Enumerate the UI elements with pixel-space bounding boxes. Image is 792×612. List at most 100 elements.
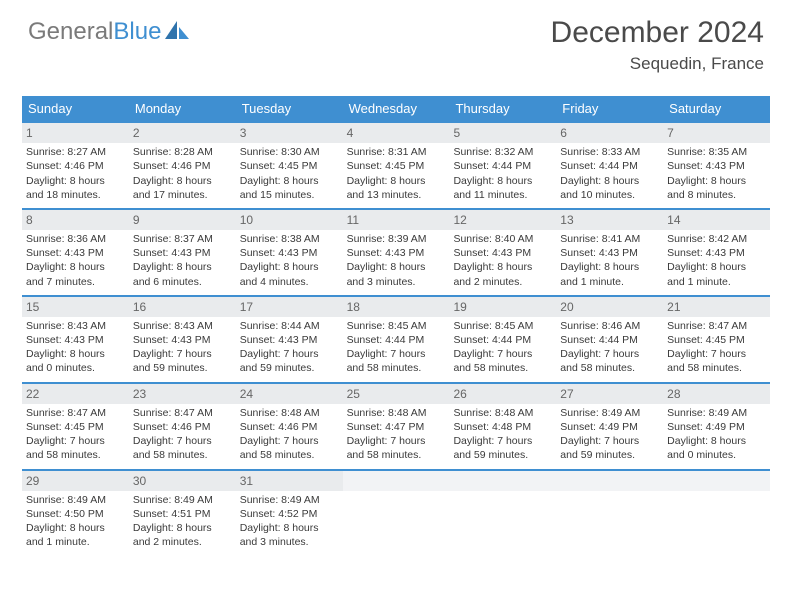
week-row: 15Sunrise: 8:43 AMSunset: 4:43 PMDayligh…: [22, 295, 770, 382]
day-number: 4: [343, 123, 450, 143]
daylight-line2: and 1 minute.: [26, 535, 125, 549]
daylight-line2: and 58 minutes.: [240, 448, 339, 462]
day-number: 21: [663, 297, 770, 317]
calendar-cell: 21Sunrise: 8:47 AMSunset: 4:45 PMDayligh…: [663, 297, 770, 382]
calendar-cell: 28Sunrise: 8:49 AMSunset: 4:49 PMDayligh…: [663, 384, 770, 469]
daylight-line2: and 11 minutes.: [453, 188, 552, 202]
sunrise-text: Sunrise: 8:49 AM: [26, 493, 125, 507]
sunset-text: Sunset: 4:45 PM: [667, 333, 766, 347]
daylight-line1: Daylight: 8 hours: [240, 260, 339, 274]
calendar-cell: 19Sunrise: 8:45 AMSunset: 4:44 PMDayligh…: [449, 297, 556, 382]
daylight-line1: Daylight: 7 hours: [26, 434, 125, 448]
daylight-line2: and 1 minute.: [667, 275, 766, 289]
calendar-cell-empty: [449, 471, 556, 556]
daylight-line1: Daylight: 8 hours: [133, 260, 232, 274]
daylight-line1: Daylight: 7 hours: [560, 347, 659, 361]
calendar-cell-empty: [663, 471, 770, 556]
day-number: 10: [236, 210, 343, 230]
daylight-line2: and 58 minutes.: [133, 448, 232, 462]
daylight-line1: Daylight: 8 hours: [133, 174, 232, 188]
day-number: 31: [236, 471, 343, 491]
week-row: 1Sunrise: 8:27 AMSunset: 4:46 PMDaylight…: [22, 121, 770, 208]
calendar-cell: 15Sunrise: 8:43 AMSunset: 4:43 PMDayligh…: [22, 297, 129, 382]
sunset-text: Sunset: 4:52 PM: [240, 507, 339, 521]
calendar-cell: 30Sunrise: 8:49 AMSunset: 4:51 PMDayligh…: [129, 471, 236, 556]
calendar-cell: 20Sunrise: 8:46 AMSunset: 4:44 PMDayligh…: [556, 297, 663, 382]
sunrise-text: Sunrise: 8:33 AM: [560, 145, 659, 159]
day-number: 26: [449, 384, 556, 404]
sunset-text: Sunset: 4:46 PM: [133, 159, 232, 173]
calendar-cell: 10Sunrise: 8:38 AMSunset: 4:43 PMDayligh…: [236, 210, 343, 295]
day-number: 29: [22, 471, 129, 491]
page-title: December 2024: [551, 16, 764, 50]
daylight-line1: Daylight: 8 hours: [240, 521, 339, 535]
daylight-line2: and 2 minutes.: [133, 535, 232, 549]
day-number: 3: [236, 123, 343, 143]
calendar-cell: 18Sunrise: 8:45 AMSunset: 4:44 PMDayligh…: [343, 297, 450, 382]
sunrise-text: Sunrise: 8:44 AM: [240, 319, 339, 333]
daylight-line1: Daylight: 7 hours: [240, 347, 339, 361]
calendar-cell: 5Sunrise: 8:32 AMSunset: 4:44 PMDaylight…: [449, 123, 556, 208]
day-header: Tuesday: [236, 96, 343, 121]
daylight-line1: Daylight: 7 hours: [133, 434, 232, 448]
calendar-cell: 14Sunrise: 8:42 AMSunset: 4:43 PMDayligh…: [663, 210, 770, 295]
day-number: 20: [556, 297, 663, 317]
daylight-line1: Daylight: 8 hours: [26, 347, 125, 361]
logo-text-blue: Blue: [113, 18, 161, 45]
week-row: 22Sunrise: 8:47 AMSunset: 4:45 PMDayligh…: [22, 382, 770, 469]
daylight-line2: and 3 minutes.: [347, 275, 446, 289]
daylight-line1: Daylight: 7 hours: [347, 434, 446, 448]
sunset-text: Sunset: 4:44 PM: [453, 159, 552, 173]
sunset-text: Sunset: 4:43 PM: [560, 246, 659, 260]
daylight-line2: and 6 minutes.: [133, 275, 232, 289]
day-number: 27: [556, 384, 663, 404]
daylight-line2: and 59 minutes.: [560, 448, 659, 462]
daylight-line1: Daylight: 8 hours: [347, 174, 446, 188]
sunset-text: Sunset: 4:44 PM: [453, 333, 552, 347]
calendar-cell: 24Sunrise: 8:48 AMSunset: 4:46 PMDayligh…: [236, 384, 343, 469]
sunrise-text: Sunrise: 8:42 AM: [667, 232, 766, 246]
calendar-cell: 23Sunrise: 8:47 AMSunset: 4:46 PMDayligh…: [129, 384, 236, 469]
daylight-line2: and 10 minutes.: [560, 188, 659, 202]
day-number: 16: [129, 297, 236, 317]
day-number: 17: [236, 297, 343, 317]
daylight-line1: Daylight: 8 hours: [347, 260, 446, 274]
daylight-line2: and 58 minutes.: [453, 361, 552, 375]
sunrise-text: Sunrise: 8:39 AM: [347, 232, 446, 246]
calendar-cell: 2Sunrise: 8:28 AMSunset: 4:46 PMDaylight…: [129, 123, 236, 208]
sunset-text: Sunset: 4:46 PM: [133, 420, 232, 434]
calendar-cell: 27Sunrise: 8:49 AMSunset: 4:49 PMDayligh…: [556, 384, 663, 469]
day-header: Saturday: [663, 96, 770, 121]
sunrise-text: Sunrise: 8:37 AM: [133, 232, 232, 246]
sunrise-text: Sunrise: 8:30 AM: [240, 145, 339, 159]
daylight-line2: and 0 minutes.: [26, 361, 125, 375]
sunset-text: Sunset: 4:43 PM: [26, 246, 125, 260]
daylight-line1: Daylight: 7 hours: [560, 434, 659, 448]
sunrise-text: Sunrise: 8:45 AM: [347, 319, 446, 333]
day-number: 24: [236, 384, 343, 404]
sunset-text: Sunset: 4:47 PM: [347, 420, 446, 434]
day-number: 11: [343, 210, 450, 230]
sunset-text: Sunset: 4:43 PM: [667, 246, 766, 260]
sunrise-text: Sunrise: 8:47 AM: [26, 406, 125, 420]
sunrise-text: Sunrise: 8:43 AM: [26, 319, 125, 333]
daylight-line1: Daylight: 7 hours: [453, 434, 552, 448]
sunrise-text: Sunrise: 8:48 AM: [347, 406, 446, 420]
day-header: Friday: [556, 96, 663, 121]
sunset-text: Sunset: 4:43 PM: [347, 246, 446, 260]
sunset-text: Sunset: 4:43 PM: [667, 159, 766, 173]
day-number: 7: [663, 123, 770, 143]
week-row: 8Sunrise: 8:36 AMSunset: 4:43 PMDaylight…: [22, 208, 770, 295]
daylight-line1: Daylight: 8 hours: [133, 521, 232, 535]
sunset-text: Sunset: 4:44 PM: [560, 333, 659, 347]
sunset-text: Sunset: 4:45 PM: [240, 159, 339, 173]
location: Sequedin, France: [551, 54, 764, 74]
title-block: December 2024 Sequedin, France: [551, 16, 764, 74]
calendar-cell: 4Sunrise: 8:31 AMSunset: 4:45 PMDaylight…: [343, 123, 450, 208]
day-number: 28: [663, 384, 770, 404]
day-number: 30: [129, 471, 236, 491]
sunset-text: Sunset: 4:46 PM: [26, 159, 125, 173]
calendar-cell: 17Sunrise: 8:44 AMSunset: 4:43 PMDayligh…: [236, 297, 343, 382]
daylight-line1: Daylight: 8 hours: [667, 174, 766, 188]
sunset-text: Sunset: 4:48 PM: [453, 420, 552, 434]
